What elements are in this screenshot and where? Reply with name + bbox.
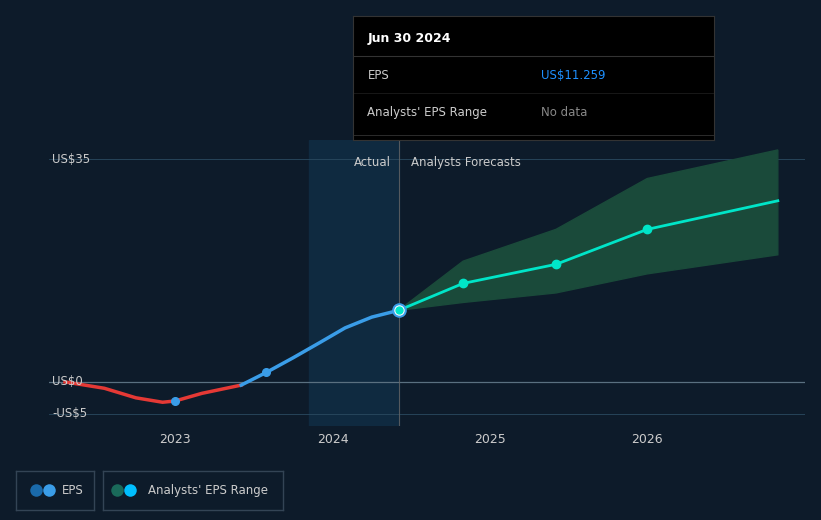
Text: EPS: EPS (368, 69, 389, 82)
Polygon shape (398, 150, 777, 310)
Text: US$0: US$0 (53, 375, 83, 388)
Text: Actual: Actual (354, 157, 391, 170)
Text: Analysts' EPS Range: Analysts' EPS Range (148, 484, 268, 497)
Text: Jun 30 2024: Jun 30 2024 (368, 32, 451, 45)
Text: US$11.259: US$11.259 (541, 69, 605, 82)
Text: EPS: EPS (62, 484, 84, 497)
Text: Analysts' EPS Range: Analysts' EPS Range (368, 107, 488, 120)
Text: Analysts Forecasts: Analysts Forecasts (411, 157, 521, 170)
Bar (309, 140, 399, 426)
Text: US$35: US$35 (53, 153, 90, 166)
Text: No data: No data (541, 107, 587, 120)
Text: -US$5: -US$5 (53, 407, 88, 420)
